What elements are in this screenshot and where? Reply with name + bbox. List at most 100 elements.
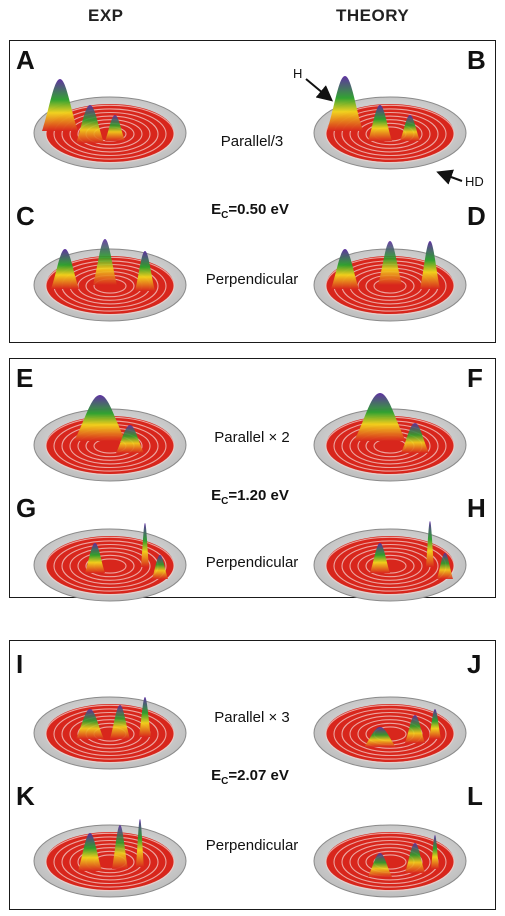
interference-ring — [61, 839, 159, 885]
caption-perpendicular-1: Perpendicular — [205, 271, 299, 288]
h-annotation: H — [293, 66, 303, 81]
intensity-peak — [116, 425, 144, 453]
plot-B — [310, 51, 470, 171]
intensity-peak — [405, 715, 425, 743]
interference-ring — [333, 108, 447, 160]
label-J: J — [467, 649, 482, 679]
label-D: D — [467, 201, 486, 231]
caption-parallel-div3: Parallel/3 — [220, 133, 284, 150]
intensity-peak — [370, 543, 390, 573]
caption-parallel-x2: Parallel × 2 — [214, 429, 290, 446]
interference-ring — [325, 104, 455, 164]
panel-ec-0-50: A B C D — [9, 40, 496, 343]
interference-ring — [77, 119, 143, 149]
intensity-peak — [429, 709, 441, 739]
interference-ring — [341, 111, 439, 157]
intensity-peak — [76, 105, 104, 143]
interference-ring — [365, 554, 415, 578]
intensity-peak — [74, 395, 126, 441]
plot-E — [30, 363, 190, 483]
intensity-peak — [420, 241, 440, 289]
label-C: C — [16, 201, 35, 231]
interference-ring — [53, 108, 167, 160]
label-F: F — [467, 363, 483, 393]
intensity-peak — [378, 241, 402, 285]
interference-ring — [53, 836, 167, 888]
plot-F — [310, 363, 470, 483]
intensity-peak — [364, 727, 396, 747]
interference-ring — [333, 836, 447, 888]
label-G: G — [16, 493, 37, 523]
exp-column-header: EXP — [88, 6, 124, 25]
intensity-peak — [110, 705, 130, 739]
interference-ring — [53, 540, 167, 592]
label-A: A — [16, 45, 35, 75]
intensity-peak — [368, 853, 392, 877]
interference-ring — [53, 708, 167, 760]
intensity-peak — [78, 833, 102, 871]
intensity-peak — [152, 555, 168, 579]
intensity-peak — [327, 76, 363, 131]
interference-ring — [45, 104, 175, 164]
caption-parallel-x3: Parallel × 3 — [214, 709, 290, 726]
plot-A — [30, 51, 190, 171]
plot-C — [30, 203, 190, 323]
interference-ring — [69, 547, 151, 585]
intensity-peak — [76, 709, 104, 739]
panel-ec-2-07: I J K L — [9, 640, 496, 910]
caption-perpendicular-3: Perpendicular — [205, 837, 299, 854]
interference-ring — [357, 551, 423, 581]
interference-ring — [333, 708, 447, 760]
intensity-peak — [93, 239, 117, 285]
label-B: B — [467, 45, 486, 75]
interference-ring — [45, 704, 175, 764]
label-I: I — [16, 649, 24, 679]
interference-ring — [349, 115, 431, 153]
intensity-peak — [135, 251, 155, 291]
interference-ring — [341, 543, 439, 589]
energy-label-0-50: EC=0.50 eV — [211, 201, 289, 221]
intensity-peak — [431, 835, 439, 869]
intensity-peak — [437, 553, 453, 579]
panel-ec-1-20: E F G H — [9, 358, 496, 602]
intensity-peak — [368, 105, 392, 141]
theory-column-header: THEORY — [336, 6, 410, 25]
energy-label-1-20: EC=1.20 eV — [211, 487, 289, 507]
intensity-peak — [112, 825, 128, 869]
interference-ring — [61, 111, 159, 157]
intensity-peak — [136, 819, 144, 867]
label-H: H — [467, 493, 486, 523]
intensity-peak — [401, 423, 429, 453]
hd-arrow — [436, 169, 463, 185]
intensity-peak — [51, 249, 79, 289]
intensity-peak — [331, 249, 359, 289]
intensity-peak — [354, 393, 406, 441]
interference-ring — [45, 536, 175, 596]
plot-H — [310, 483, 470, 603]
energy-label-2-07: EC=2.07 eV — [211, 767, 289, 787]
intensity-peak — [405, 843, 425, 873]
caption-perpendicular-2: Perpendicular — [205, 554, 299, 571]
interference-ring — [357, 119, 423, 149]
label-E: E — [16, 363, 34, 393]
plot-K — [30, 779, 190, 899]
intensity-peak — [105, 115, 125, 141]
interference-ring — [69, 115, 151, 153]
intensity-peak — [139, 697, 151, 737]
intensity-peak — [426, 521, 434, 567]
interference-ring — [69, 843, 151, 881]
interference-ring — [325, 704, 455, 764]
plot-D — [310, 203, 470, 323]
interference-ring — [325, 832, 455, 892]
plot-I — [30, 651, 190, 771]
plot-J — [310, 651, 470, 771]
intensity-peak — [400, 115, 420, 141]
label-K: K — [16, 781, 35, 811]
intensity-peak — [42, 79, 78, 131]
interference-ring — [45, 832, 175, 892]
interference-ring — [349, 843, 431, 881]
plot-G — [30, 483, 190, 603]
intensity-peak — [85, 543, 105, 573]
intensity-peak — [141, 523, 149, 567]
plot-L — [310, 779, 470, 899]
